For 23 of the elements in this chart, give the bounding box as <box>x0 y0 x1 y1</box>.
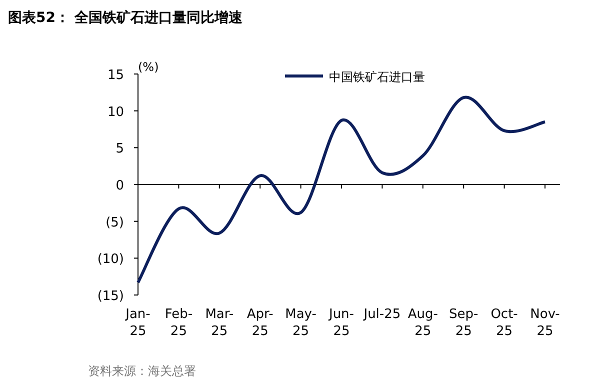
y-tick-label: (10) <box>97 252 124 268</box>
x-tick-label: Jan-25 <box>124 307 151 339</box>
y-tick-label: (15) <box>97 289 124 304</box>
x-tick-label: Jun-25 <box>328 307 354 339</box>
x-tick-label: Feb-25 <box>164 307 193 339</box>
text: 资料来源：海关总署 <box>88 364 196 378</box>
x-tick-label: Sep-25 <box>449 307 478 339</box>
x-tick-label: May-25 <box>285 307 317 339</box>
y-tick-label: 5 <box>116 142 124 157</box>
x-tick-label: Oct-25 <box>490 307 518 339</box>
x-tick-label: Apr-25 <box>246 307 274 339</box>
x-tick-label: Nov-25 <box>530 307 560 339</box>
x-tick-label: Mar-25 <box>205 307 234 339</box>
x-tick-label: Aug-25 <box>408 307 438 339</box>
y-tick-label: 0 <box>116 178 124 194</box>
legend-label: 中国铁矿石进口量 <box>329 70 425 84</box>
y-tick-label: 15 <box>107 68 124 83</box>
y-tick-label: (5) <box>106 215 124 230</box>
x-tick-label: Jul-25 <box>362 307 401 322</box>
line-series <box>136 96 546 284</box>
chart-title: 图表52： 全国铁矿石进口量同比增速 <box>8 9 244 26</box>
y-axis-title: (%) <box>138 60 159 74</box>
y-tick-label: 10 <box>107 104 124 120</box>
